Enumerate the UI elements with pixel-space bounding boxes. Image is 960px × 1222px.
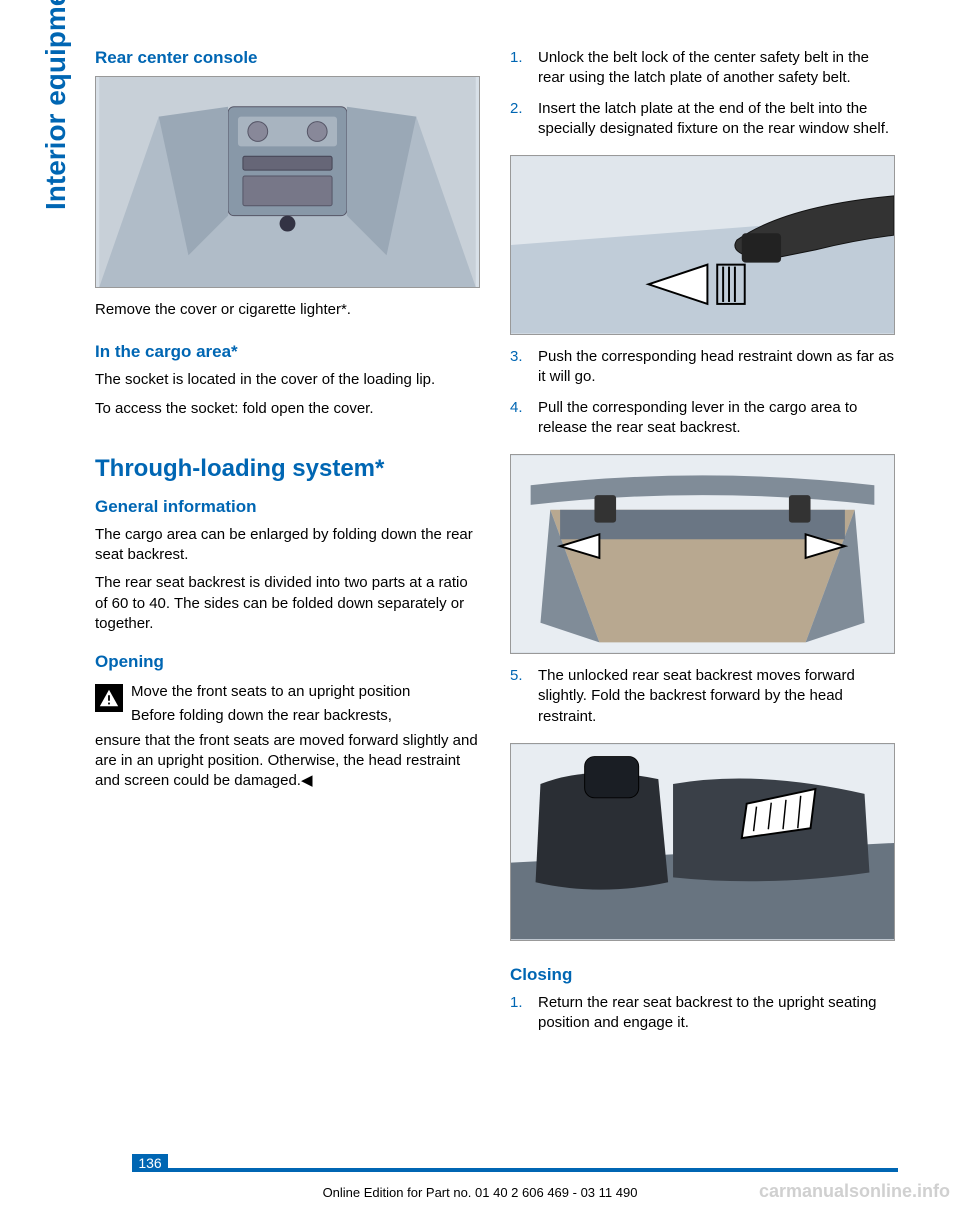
text-access-socket: To access the socket: fold open the cove… <box>95 399 480 419</box>
heading-through-loading: Through-loading system* <box>95 455 480 483</box>
figure-belt-fixture <box>510 155 895 335</box>
heading-opening: Opening <box>95 652 480 672</box>
figure-rear-console <box>95 76 480 288</box>
steps-list-1: 1.Unlock the belt lock of the center saf… <box>510 48 895 149</box>
console-illustration <box>96 77 479 287</box>
steps-list-2: 3.Push the corresponding head restraint … <box>510 347 895 448</box>
steps-list-3: 5.The unlocked rear seat backrest moves … <box>510 666 895 737</box>
belt-illustration <box>511 156 894 334</box>
heading-in-cargo-area: In the cargo area* <box>95 342 480 362</box>
heading-general-information: General information <box>95 497 480 517</box>
heading-rear-center-console: Rear center console <box>95 48 480 68</box>
step-1: 1.Unlock the belt lock of the center saf… <box>510 48 895 89</box>
step-2-text: Insert the latch plate at the end of the… <box>538 100 889 137</box>
right-column: 1.Unlock the belt lock of the center saf… <box>510 48 895 1043</box>
figure-cargo-lever <box>510 454 895 654</box>
warning-icon <box>95 684 123 712</box>
warning-continuation: ensure that the front seats are moved fo… <box>95 731 480 792</box>
close-step-1-text: Return the rear seat backrest to the upr… <box>538 994 877 1031</box>
step-5: 5.The unlocked rear seat backrest moves … <box>510 666 895 727</box>
side-section-label: Interior equipment <box>40 0 72 210</box>
close-step-1: 1.Return the rear seat backrest to the u… <box>510 993 895 1034</box>
step-3-text: Push the corresponding head restraint do… <box>538 348 894 385</box>
seat-illustration <box>511 744 894 940</box>
step-4: 4.Pull the corresponding lever in the ca… <box>510 398 895 439</box>
page-number: 136 <box>132 1154 168 1172</box>
step-3: 3.Push the corresponding head restraint … <box>510 347 895 388</box>
left-column: Rear center console Remove the cover or … <box>95 48 480 1043</box>
text-socket-located: The socket is located in the cover of th… <box>95 370 480 390</box>
page-content: Rear center console Remove the cover or … <box>0 0 960 1063</box>
text-cargo-enlarged: The cargo area can be enlarged by foldin… <box>95 525 480 566</box>
warning-line1: Move the front seats to an upright posit… <box>131 682 410 702</box>
warning-line2: Before folding down the rear backrests, <box>131 706 410 726</box>
step-1-text: Unlock the belt lock of the center safet… <box>538 49 869 86</box>
watermark: carmanualsonline.info <box>759 1181 950 1202</box>
step-5-text: The unlocked rear seat backrest moves fo… <box>538 667 855 725</box>
text-backrest-divided: The rear seat backrest is divided into t… <box>95 573 480 634</box>
text-remove-cover: Remove the cover or cigarette lighter*. <box>95 300 480 320</box>
figure-fold-backrest <box>510 743 895 941</box>
step-2: 2.Insert the latch plate at the end of t… <box>510 99 895 140</box>
closing-steps: 1.Return the rear seat backrest to the u… <box>510 993 895 1044</box>
heading-closing: Closing <box>510 965 895 985</box>
warning-box: Move the front seats to an upright posit… <box>95 682 480 727</box>
cargo-illustration <box>511 455 894 653</box>
step-4-text: Pull the corresponding lever in the carg… <box>538 399 857 436</box>
warning-text-block: Move the front seats to an upright posit… <box>131 682 410 727</box>
